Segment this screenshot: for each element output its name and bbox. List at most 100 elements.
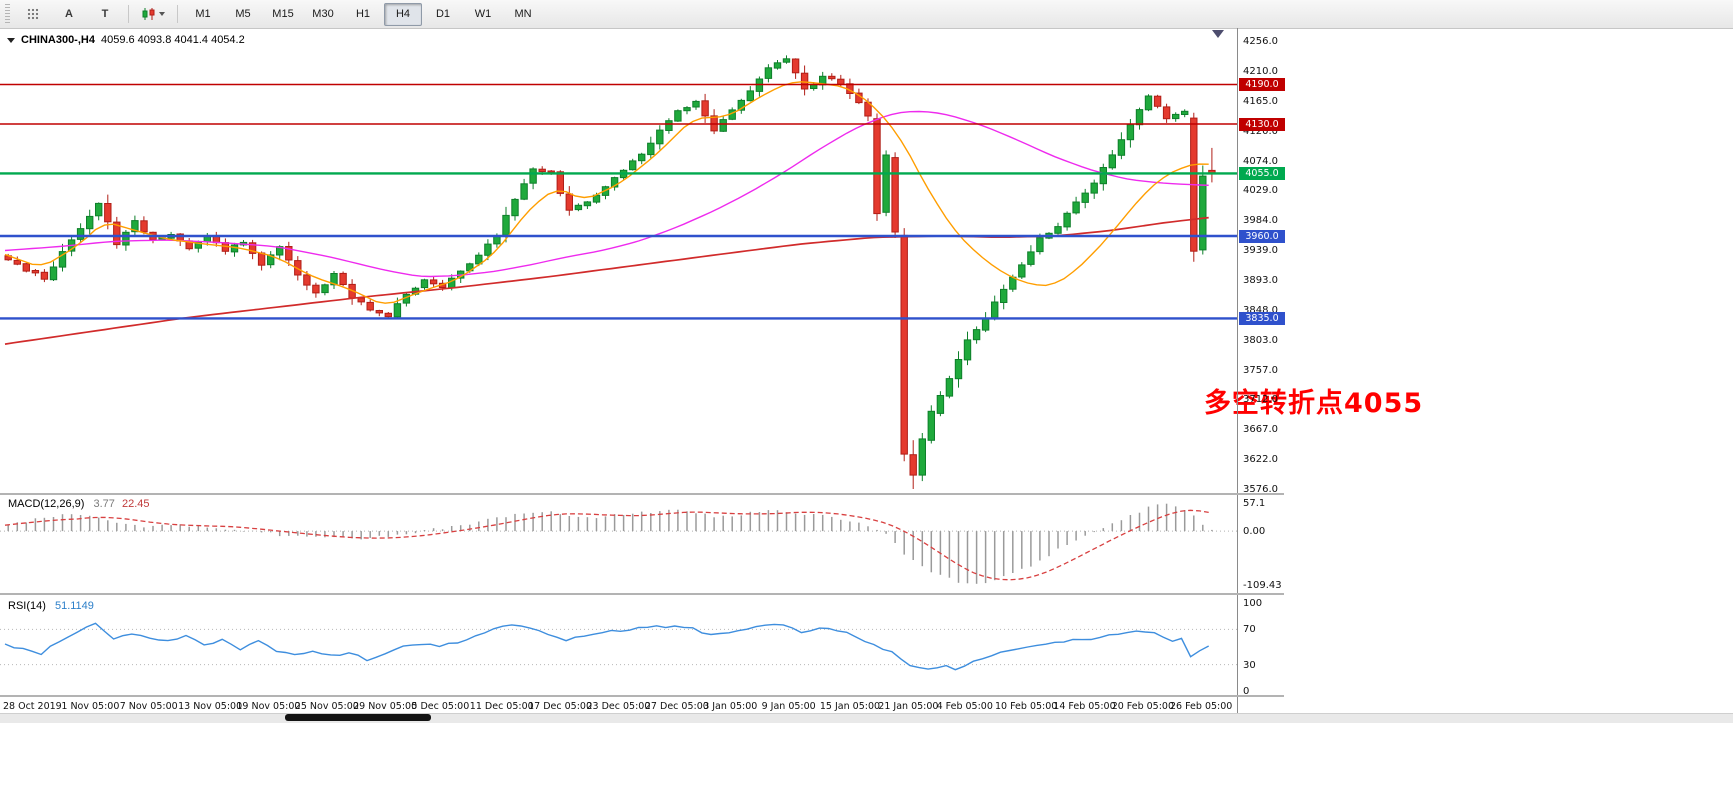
time-axis-label: 19 Nov 05:00	[236, 701, 301, 712]
time-axis-label: 7 Nov 05:00	[119, 701, 178, 712]
macd-main-value: 3.77	[93, 498, 115, 510]
chevron-down-icon	[159, 12, 165, 16]
price-axis-label: 3576.0	[1243, 484, 1278, 495]
timeframe-button-w1[interactable]: W1	[474, 8, 492, 20]
timeframe-button-m30[interactable]: M30	[312, 8, 334, 20]
toolbar-grip[interactable]	[5, 4, 10, 24]
macd-canvas[interactable]	[0, 495, 1237, 593]
timeframe-button-m15[interactable]: M15	[272, 8, 294, 20]
macd-axis-label: -109.43	[1243, 580, 1282, 591]
price-axis-label: 4074.0	[1243, 155, 1278, 167]
time-axis-label: 9 Jan 05:00	[761, 701, 816, 712]
chart-ohlc-values: 4059.6 4093.8 4041.4 4054.2	[100, 34, 245, 46]
horizontal-lines-layer[interactable]	[0, 83, 1237, 320]
rsi-axis-label: 100	[1243, 598, 1263, 609]
price-axis-label: 4210.0	[1243, 65, 1278, 77]
time-axis-label: 10 Feb 05:00	[995, 701, 1058, 712]
grid-tool-button[interactable]	[16, 3, 50, 26]
chart-title: CHINA300-,H4 4059.6 4093.8 4041.4 4054.2	[7, 34, 245, 46]
time-axis-label: 13 Nov 05:00	[178, 701, 243, 712]
price-axis-label: 3848.0	[1243, 304, 1278, 316]
grid-icon	[26, 7, 40, 21]
toolbar: A T M1 M5 M15 M30 H1 H4 D1 W1 MN	[0, 0, 1733, 29]
toolbar-separator	[128, 5, 129, 23]
timeframe-button-h1[interactable]: H1	[355, 8, 371, 20]
timeframe-button-d1[interactable]: D1	[435, 8, 451, 20]
price-tag-4130.0[interactable]: 4130.0	[1239, 117, 1285, 131]
time-axis-label: 29 Nov 05:00	[353, 701, 418, 712]
price-chart-canvas[interactable]	[0, 28, 1237, 493]
price-axis-label: 3803.0	[1243, 334, 1278, 346]
price-tag-4055.0[interactable]: 4055.0	[1239, 166, 1285, 180]
time-axis-label: 14 Feb 05:00	[1053, 701, 1116, 712]
chart-shift-marker[interactable]	[1212, 30, 1224, 38]
rsi-axis-label: 70	[1243, 624, 1256, 636]
time-axis-label: 23 Dec 05:00	[586, 701, 651, 712]
price-axis-label: 4165.0	[1243, 95, 1278, 107]
candles-icon	[141, 7, 156, 21]
time-axis-label: 25 Nov 05:00	[294, 701, 359, 712]
price-axis-label: 3757.0	[1243, 364, 1278, 376]
price-axis-label: 3712.0	[1243, 394, 1278, 406]
price-axis-label: 3893.0	[1243, 274, 1278, 286]
text-tool-button[interactable]: T	[88, 3, 122, 26]
time-axis-label: 1 Nov 05:00	[61, 701, 120, 712]
rsi-canvas[interactable]	[0, 595, 1237, 695]
time-axis-label: 27 Dec 05:00	[644, 701, 709, 712]
timeframe-button-m1[interactable]: M1	[195, 8, 211, 20]
rsi-value: 51.1149	[54, 600, 94, 612]
macd-histogram	[7, 503, 1213, 584]
time-axis-label: 4 Feb 05:00	[936, 701, 993, 712]
panel-separator-macd[interactable]	[0, 493, 1284, 495]
macd-axis-label: 0.00	[1243, 526, 1266, 538]
pointer-a-tool-button[interactable]: A	[52, 3, 86, 26]
price-tag-3835.0[interactable]: 3835.0	[1239, 311, 1285, 325]
time-axis-label: 17 Dec 05:00	[528, 701, 592, 712]
time-axis-label: 11 Dec 05:00	[469, 701, 534, 712]
panel-separator-rsi[interactable]	[0, 593, 1284, 595]
taskbar-segment[interactable]	[285, 714, 431, 721]
chart-type-tool-button[interactable]	[135, 3, 171, 26]
rsi-axis-label: 0	[1243, 686, 1250, 697]
price-tag-4190.0[interactable]: 4190.0	[1239, 78, 1285, 91]
price-axis-label: 4029.0	[1243, 185, 1278, 197]
chart-menu-caret-icon[interactable]	[7, 37, 15, 43]
price-axis-label: 4120.0	[1243, 125, 1278, 137]
price-axis-label: 3667.0	[1243, 424, 1278, 436]
price-axis-label: 3622.0	[1243, 454, 1278, 466]
price-axis-border	[1237, 28, 1238, 713]
timeframe-button-m5[interactable]: M5	[235, 8, 251, 20]
price-tag-3960.0[interactable]: 3960.0	[1239, 229, 1285, 243]
price-axis-label: 3984.0	[1243, 215, 1278, 227]
macd-title: MACD(12,26,9)	[8, 498, 85, 510]
price-axis-label: 3939.0	[1243, 245, 1278, 257]
rsi-header: RSI(14) 51.1149	[8, 600, 94, 612]
rsi-title: RSI(14)	[8, 600, 46, 612]
timeframe-button-h4[interactable]: H4	[384, 2, 422, 26]
macd-axis-label: 57.1	[1243, 498, 1266, 509]
text-tool-label: T	[101, 8, 109, 20]
time-axis-label: 21 Jan 05:00	[878, 701, 939, 712]
ma-mid-line	[4, 110, 1209, 278]
time-axis-label: 26 Feb 05:00	[1170, 701, 1233, 712]
panel-separator-timeaxis[interactable]	[0, 695, 1284, 697]
rsi-line	[4, 622, 1210, 671]
price-axis-label: 4256.0	[1243, 36, 1278, 47]
macd-header: MACD(12,26,9) 3.77 22.45	[8, 498, 150, 510]
candles-layer	[4, 55, 1216, 489]
time-axis-label: 20 Feb 05:00	[1111, 701, 1175, 712]
time-axis-label: 28 Oct 2019	[3, 701, 62, 712]
time-axis-label: 3 Jan 05:00	[703, 701, 758, 712]
chart-annotation-text[interactable]: 多空转折点4055	[1204, 388, 1424, 419]
chart-symbol-timeframe: CHINA300-,H4	[21, 34, 95, 46]
bottom-strip	[0, 713, 1733, 723]
time-axis-label: 5 Dec 05:00	[411, 701, 470, 712]
timeframe-button-mn[interactable]: MN	[514, 8, 532, 20]
ma-fast-line	[4, 81, 1209, 304]
macd-signal-value: 22.45	[121, 498, 150, 510]
rsi-axis-label: 30	[1243, 659, 1256, 671]
toolbar-separator	[177, 5, 178, 23]
time-axis-label: 15 Jan 05:00	[819, 701, 881, 712]
macd-signal-line	[4, 509, 1209, 581]
